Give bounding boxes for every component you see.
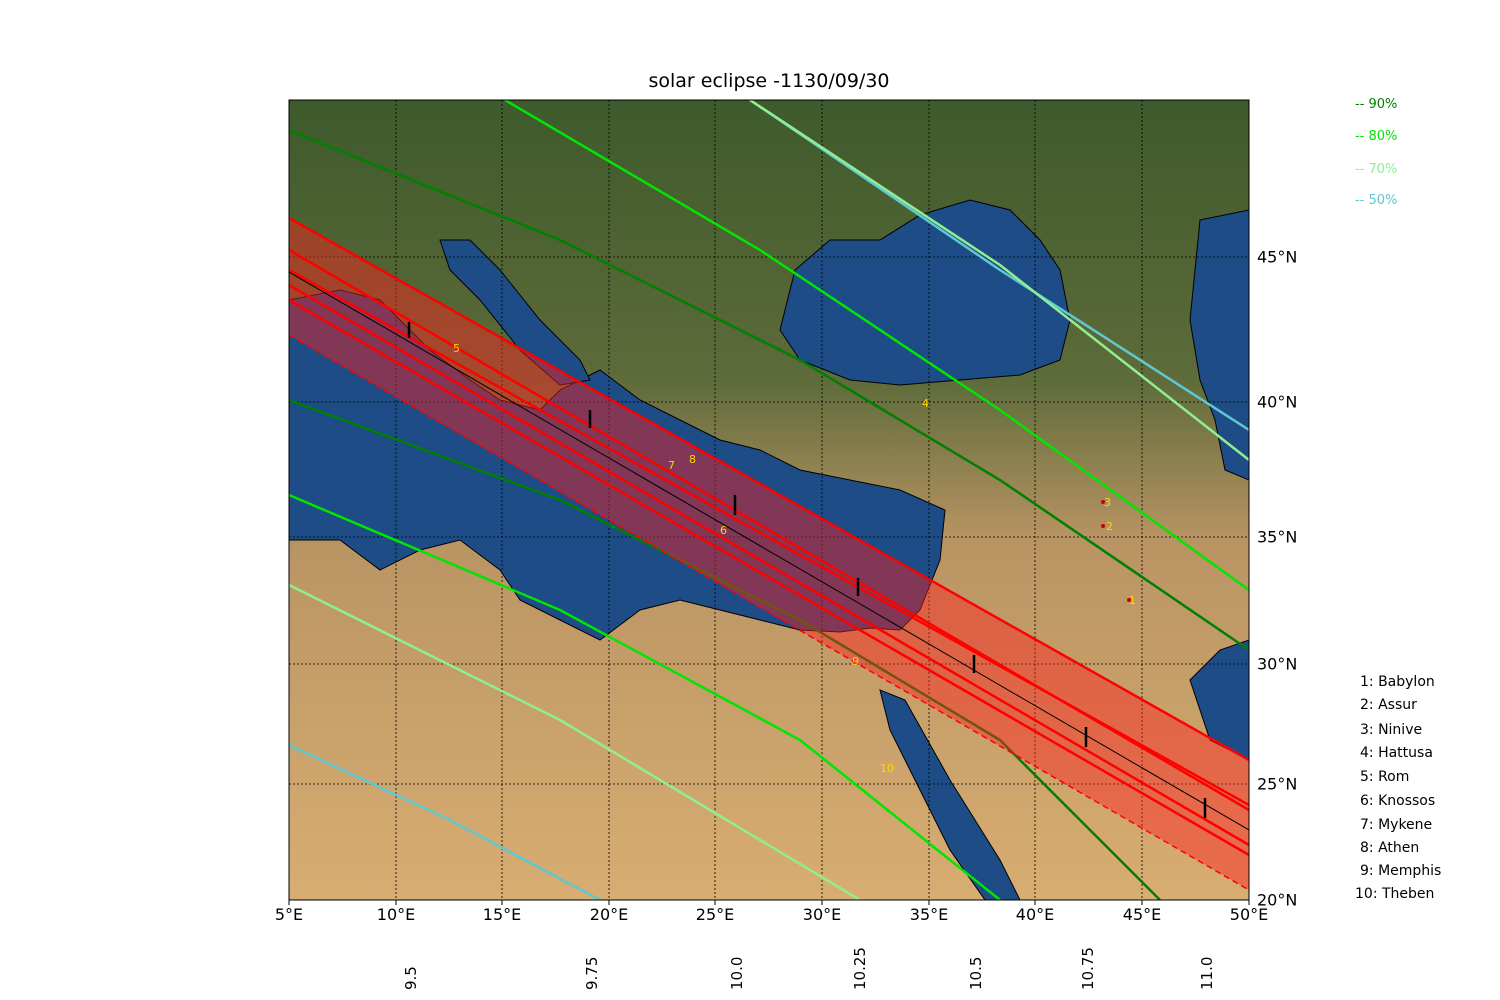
site-num-7: 7	[668, 459, 675, 472]
lon-label-10e: 10°E	[376, 905, 416, 924]
legend-70: -- 70%	[1355, 162, 1398, 177]
site-num-10: 10	[880, 762, 894, 775]
time-label-11-0: 11.0	[1198, 956, 1216, 990]
totality-band-lines	[289, 216, 1249, 891]
lon-label-30e: 30°E	[802, 905, 842, 924]
site-list-item: 6: Knossos	[1360, 793, 1436, 809]
time-label-10-0: 10.0	[728, 956, 746, 990]
axis-ticks	[288, 900, 1250, 905]
mediterranean-sea	[289, 289, 946, 641]
site-list-item: 8: Athen	[1360, 840, 1420, 856]
time-label-10-5: 10.5	[967, 956, 985, 990]
time-label-10-25: 10.25	[851, 947, 869, 990]
central-line	[289, 271, 1249, 831]
site-list-item: 1: Babylon	[1360, 674, 1435, 690]
contour-90-south	[289, 398, 1161, 900]
site-list-item: 2: Assur	[1360, 697, 1417, 713]
lat-label-25n: 25°N	[1257, 774, 1298, 794]
contour-70-north	[749, 100, 1249, 461]
site-list-item: 9: Memphis	[1360, 863, 1442, 879]
site-list-item: 3: Ninive	[1360, 722, 1423, 738]
lon-label-20e: 20°E	[589, 905, 629, 924]
lat-label-20n: 20°N	[1257, 890, 1298, 910]
contour-80-south	[289, 493, 1001, 900]
site-list-item: 7: Mykene	[1360, 817, 1433, 833]
time-label-10-75: 10.75	[1079, 947, 1097, 990]
site-num-3: 3	[1104, 496, 1111, 509]
contour-90-north	[289, 128, 1249, 652]
contour-70-south	[289, 583, 861, 900]
lat-label-40n: 40°N	[1257, 392, 1298, 412]
time-ticks	[407, 322, 1207, 818]
time-label-9-5: 9.5	[402, 966, 420, 990]
site-num-4: 4	[922, 397, 929, 410]
site-num-5: 5	[453, 342, 460, 355]
site-num-6: 6	[720, 524, 727, 537]
site-num-1: 1	[1129, 594, 1136, 607]
legend-50: -- 50%	[1355, 193, 1398, 208]
lon-label-25e: 25°E	[695, 905, 735, 924]
lon-label-45e: 45°E	[1122, 905, 1162, 924]
lat-label-30n: 30°N	[1257, 654, 1298, 674]
legend-90: -- 90%	[1355, 97, 1398, 112]
lat-label-35n: 35°N	[1257, 527, 1298, 547]
site-markers: 1 2 3 4 5 6 7 8 9 10	[453, 342, 1136, 775]
contour-50-north	[749, 100, 1249, 432]
contour-80-north	[504, 100, 1249, 592]
site-list-item: 4: Hattusa	[1360, 745, 1433, 761]
site-num-8: 8	[689, 453, 696, 466]
totality-band-fill	[289, 218, 1249, 890]
persian-gulf	[1189, 639, 1249, 761]
lon-label-35e: 35°E	[909, 905, 949, 924]
lon-label-50e: 50°E	[1229, 905, 1269, 924]
site-num-9: 9	[852, 655, 859, 668]
lon-label-5e: 5°E	[274, 905, 304, 924]
red-sea	[879, 689, 1021, 900]
map-frame	[288, 99, 1250, 901]
time-label-9-75: 9.75	[583, 956, 601, 990]
contour-50-south	[289, 743, 601, 900]
site-num-2: 2	[1106, 520, 1113, 533]
legend-80: -- 80%	[1355, 129, 1398, 144]
lon-label-40e: 40°E	[1015, 905, 1055, 924]
site-list-item: 5: Rom	[1360, 769, 1410, 785]
lon-label-15e: 15°E	[482, 905, 522, 924]
map-title: solar eclipse -1130/09/30	[648, 70, 890, 92]
adriatic-sea	[439, 239, 591, 386]
lat-label-45n: 45°N	[1257, 247, 1298, 267]
caspian-sea	[1189, 209, 1249, 481]
site-list-item: 10: Theben	[1355, 886, 1435, 902]
